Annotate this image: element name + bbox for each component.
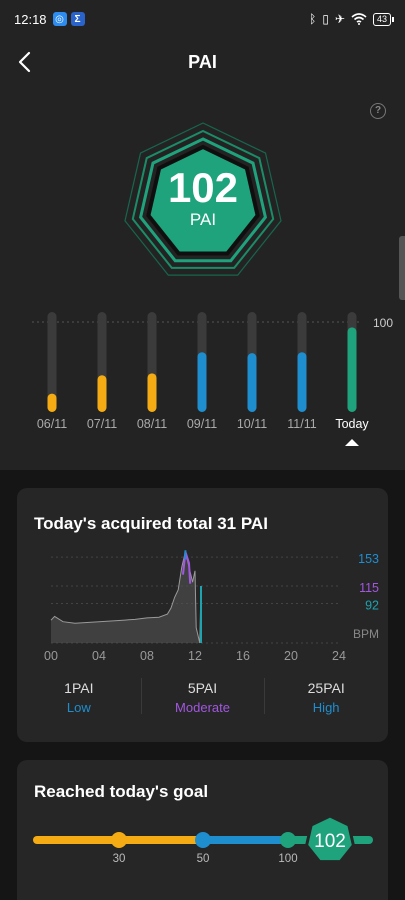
side-drag-handle[interactable] [399, 236, 405, 300]
hr-unit-label: BPM [353, 627, 379, 641]
pai-score-value: 102 [167, 164, 239, 211]
weekly-bar-track [47, 312, 57, 412]
goal-current-value: 102 [314, 831, 346, 852]
pai-zones: 1PAI Low 5PAI Moderate 25PAI High [17, 674, 388, 724]
weekly-bar[interactable] [347, 327, 357, 412]
heart-rate-line [50, 551, 202, 644]
zone-high-value: 25PAI [307, 680, 345, 696]
hr-x-tick-label: 20 [284, 649, 298, 663]
weekly-bar[interactable] [297, 352, 307, 412]
weekly-reference-label: 100 [373, 316, 393, 330]
zone-low: 1PAI Low [17, 674, 141, 724]
pai-heptagon-graphic [124, 122, 282, 276]
weekly-bar[interactable] [97, 375, 107, 412]
help-icon[interactable]: ? [370, 103, 386, 119]
vibrate-icon: ▯ [322, 12, 329, 26]
pai-score-unit: PAI [189, 210, 217, 229]
zone-low-value: 1PAI [64, 680, 94, 696]
sigma-app-icon: Σ [70, 12, 85, 26]
weekly-day-label[interactable]: 11/11 [287, 417, 316, 431]
selected-day-pointer-icon [345, 439, 359, 446]
hr-x-tick-label: 16 [236, 649, 250, 663]
zone-moderate-value: 5PAI [187, 680, 218, 696]
weekly-day-label[interactable]: 07/11 [87, 417, 117, 431]
weekly-day-label[interactable]: 09/11 [187, 417, 217, 431]
heart-rate-chart: 153 115 92 BPM 00 04 08 12 16 20 24 [44, 550, 379, 663]
zone-high-label: High [312, 700, 340, 715]
heart-rate-area [51, 551, 201, 643]
goal-marker-dot [280, 832, 296, 848]
zone-low-label: Low [66, 700, 91, 715]
goal-marker-dot [111, 832, 127, 848]
battery-icon: 43 [372, 12, 395, 26]
pai-score-badge: 102 PAI [120, 118, 286, 284]
goal-current-badge [304, 815, 356, 864]
status-bar: 12:18 ◎ Σ ᛒ ▯ ✈ 43 [0, 0, 405, 38]
weekly-day-label[interactable]: 10/11 [237, 417, 267, 431]
zone-moderate-label: Moderate [175, 700, 230, 715]
airplane-icon: ✈ [334, 12, 345, 26]
goal-marker-label: 100 [278, 853, 297, 865]
goal-marker-label: 50 [197, 853, 210, 865]
weekly-day-label[interactable]: Today [335, 417, 369, 431]
goal-progress-bar: 30 50 100 102 [33, 815, 373, 865]
weekly-bar[interactable] [147, 373, 157, 412]
weekly-day-label[interactable]: 08/11 [137, 417, 167, 431]
wifi-icon [351, 13, 367, 25]
hr-x-tick-label: 00 [44, 649, 58, 663]
moderate-zone-peak [182, 551, 192, 584]
weekly-pai-chart: 100 06/11 07/11 08/11 09/11 10/11 11/11 Today [32, 312, 393, 446]
zone-moderate: 5PAI Moderate [140, 674, 265, 724]
hr-x-tick-label: 12 [188, 649, 202, 663]
goal-marker-label: 30 [113, 853, 126, 865]
hr-x-tick-label: 24 [332, 649, 346, 663]
hr-threshold-label: 115 [359, 581, 379, 595]
goal-marker-dot [195, 832, 211, 848]
weekly-bar[interactable] [47, 393, 57, 412]
header: PAI [0, 40, 405, 84]
today-acquired-title: Today's acquired total 31 PAI [34, 514, 268, 533]
hr-x-tick-label: 08 [140, 649, 154, 663]
back-arrow-icon[interactable] [14, 48, 38, 76]
bluetooth-icon: ᛒ [309, 12, 317, 26]
weekly-bar[interactable] [197, 352, 207, 412]
status-time: 12:18 [14, 11, 47, 27]
hr-threshold-label: 92 [365, 598, 379, 612]
messenger-app-icon: ◎ [52, 12, 67, 26]
weekly-day-label[interactable]: 06/11 [37, 417, 67, 431]
goal-card: Reached today's goal 30 50 100 102 [17, 760, 388, 900]
page-title: PAI [188, 52, 217, 72]
hr-x-tick-label: 04 [92, 649, 106, 663]
zone-high: 25PAI High [264, 674, 388, 724]
goal-title: Reached today's goal [34, 782, 209, 801]
today-acquired-card: Today's acquired total 31 PAI 153 115 92 BP… [17, 488, 388, 742]
weekly-bar[interactable] [247, 353, 257, 412]
hr-threshold-label: 153 [358, 552, 379, 566]
